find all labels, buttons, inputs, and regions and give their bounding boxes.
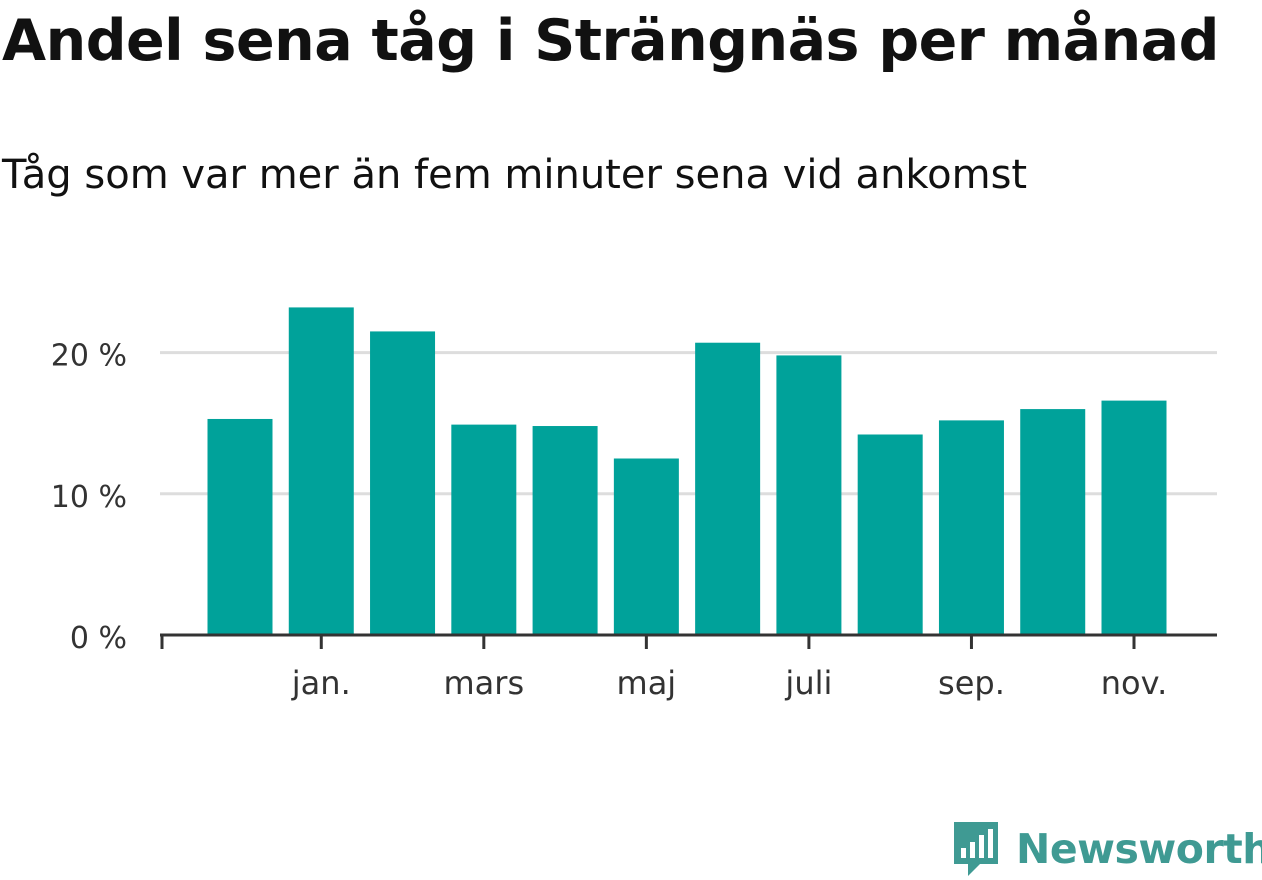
chart-subtitle: Tåg som var mer än fem minuter sena vid …: [2, 152, 1028, 198]
y-tick-label: 0 %: [70, 621, 127, 656]
x-tick-label: nov.: [1101, 664, 1167, 702]
bar: [370, 331, 436, 635]
x-tick-label: jan.: [291, 664, 351, 702]
brand-logo: Newsworthy: [950, 818, 1262, 880]
bar: [857, 434, 923, 635]
bar: [451, 424, 517, 635]
bar: [695, 342, 761, 635]
x-tick-label: mars: [444, 664, 525, 702]
bar: [1020, 409, 1086, 635]
x-tick-label: sep.: [938, 664, 1005, 702]
brand-name: Newsworthy: [1016, 825, 1262, 873]
tick-labels: 0 % 10 % 20 % jan. mars maj juli sep. nov.: [51, 339, 1167, 702]
y-tick-label: 10 %: [51, 480, 127, 515]
x-tick-label: juli: [784, 664, 832, 702]
x-axis: [160, 633, 1217, 649]
bar: [207, 418, 273, 635]
newsworthy-logo-icon: [954, 822, 998, 876]
bar: [776, 355, 842, 635]
bar: [613, 458, 679, 635]
bar: [532, 426, 598, 635]
bar: [938, 420, 1004, 635]
x-tick-label: maj: [617, 664, 677, 702]
bar: [1101, 400, 1167, 635]
chart-title: Andel sena tåg i Strängnäs per månad: [2, 8, 1219, 74]
bar: [288, 307, 354, 635]
bars: [207, 307, 1167, 635]
y-tick-label: 20 %: [51, 339, 127, 374]
